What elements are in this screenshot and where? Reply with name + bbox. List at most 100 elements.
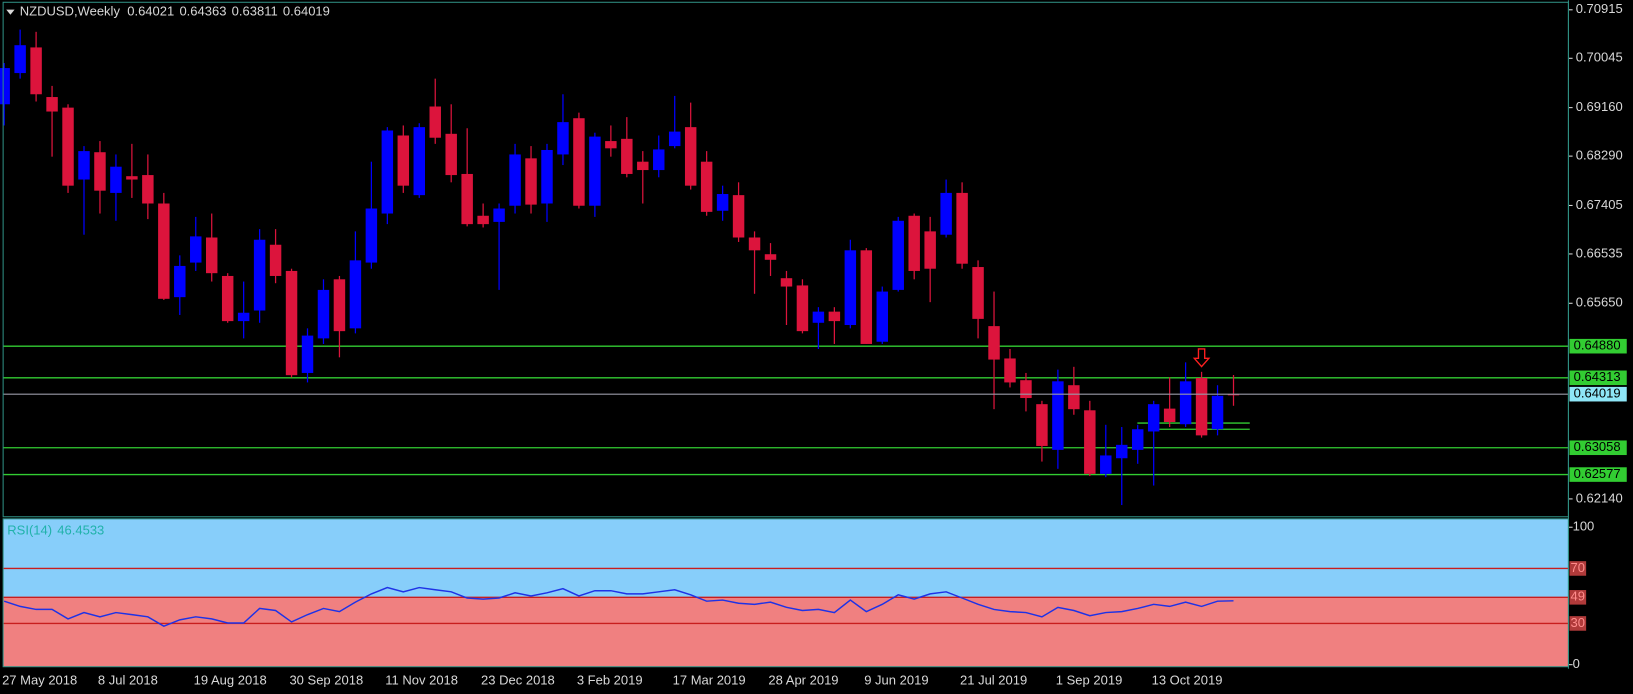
candle-body [1179,381,1192,425]
rsi-line [3,586,1234,627]
candle-body [493,208,505,222]
candle-body [0,68,10,105]
candle-body [748,237,761,251]
candle-body [892,220,904,290]
candle-body [381,130,394,214]
menu-triangle [6,9,15,15]
x-tick-label: 9 Jun 2019 [864,673,928,688]
candle-body [988,326,1000,360]
candle-body [1036,404,1048,446]
candle-body [1163,408,1176,422]
candle-body [365,208,378,263]
y-tick-label: 0 [1573,656,1580,671]
rsi-level-label: 30 [1571,615,1585,630]
header-low: 0.63811 [232,4,278,19]
header-open: 0.64021 [127,4,174,19]
candle-body [205,237,218,274]
rsi-zone-upper [3,518,1569,598]
candle-body [477,215,489,225]
candle-body [940,192,952,235]
candle-body [509,154,521,206]
candle-body [764,254,777,260]
x-tick-label: 30 Sep 2018 [289,673,363,688]
y-tick-label: 0.70045 [1576,50,1623,65]
level-label: 0.62577 [1574,466,1621,481]
y-tick-label: 0.66535 [1576,245,1623,260]
header-close: 0.64019 [283,4,330,19]
candle-body [1116,444,1128,459]
price-label-box [1569,386,1627,402]
rsi-value: 46.4533 [57,523,104,538]
candle-body [1004,358,1016,383]
candle-body [1211,395,1224,430]
candle-body [876,291,888,342]
candle-body [158,203,170,299]
chart-title: NZDUSD,Weekly [20,4,121,19]
candle-body [445,133,457,176]
candle-body [796,285,809,332]
level-label: 0.63058 [1574,439,1621,454]
candle-body [94,152,106,191]
candle-body [30,47,42,95]
price-label: 0.64019 [1574,386,1621,401]
header-high: 0.64363 [179,4,226,19]
candle-body [1068,385,1080,410]
x-tick-label: 8 Jul 2018 [98,673,158,688]
candle-body [269,244,282,276]
candle-body [349,260,362,329]
candle-body [844,250,857,326]
y-tick-label: 0.68290 [1576,148,1623,163]
candle-body [812,311,825,323]
candle-body [301,335,314,373]
candle-body [1020,380,1032,399]
candle-body [573,118,585,206]
candle-body [461,173,473,225]
candle-body [908,215,920,271]
candle-body [956,192,968,264]
rsi-zone [3,518,1569,667]
candle-body [924,231,936,269]
y-tick-label: 0.70915 [1576,1,1623,16]
level-label-box [1569,370,1627,386]
candle-body [253,239,266,311]
candle-body [1147,404,1160,432]
candle-body [780,278,793,287]
x-tick-label: 27 May 2018 [2,673,77,688]
candle-body [972,267,984,319]
candle-body [110,166,122,193]
rsi-title: RSI(14) [7,523,52,538]
candle-body [1100,455,1112,474]
x-tick-label: 1 Sep 2019 [1056,673,1123,688]
candle-body [621,138,633,174]
rsi-level-label: 49 [1571,589,1585,604]
candle-body [1131,429,1144,450]
x-tick-label: 19 Aug 2018 [194,673,267,688]
candle-body [732,195,745,238]
y-tick-label: 0.65650 [1576,295,1623,310]
candle-body [62,107,74,186]
candle-body [333,279,346,332]
candle-body [716,194,729,211]
candle-body [1084,410,1096,474]
candle-body [541,149,553,204]
candle-body [126,176,138,180]
candle-body [397,135,410,186]
rsi-level-label: 70 [1571,560,1585,575]
candle-body [237,312,250,322]
y-tick-label: 0.69160 [1576,99,1623,114]
candle-body [78,151,90,180]
x-tick-label: 17 Mar 2019 [673,673,746,688]
rsi-level-box [1569,561,1587,576]
candle-body [174,265,186,298]
candle-body [317,289,330,339]
x-tick-label: 13 Oct 2019 [1152,673,1223,688]
candle-body [637,161,649,171]
x-tick-label: 21 Jul 2019 [960,673,1027,688]
candle-body [1195,377,1208,436]
level-label: 0.64880 [1574,338,1621,353]
x-tick-label: 11 Nov 2018 [385,673,458,688]
candle-body [668,131,681,147]
level-label-box [1569,338,1627,354]
